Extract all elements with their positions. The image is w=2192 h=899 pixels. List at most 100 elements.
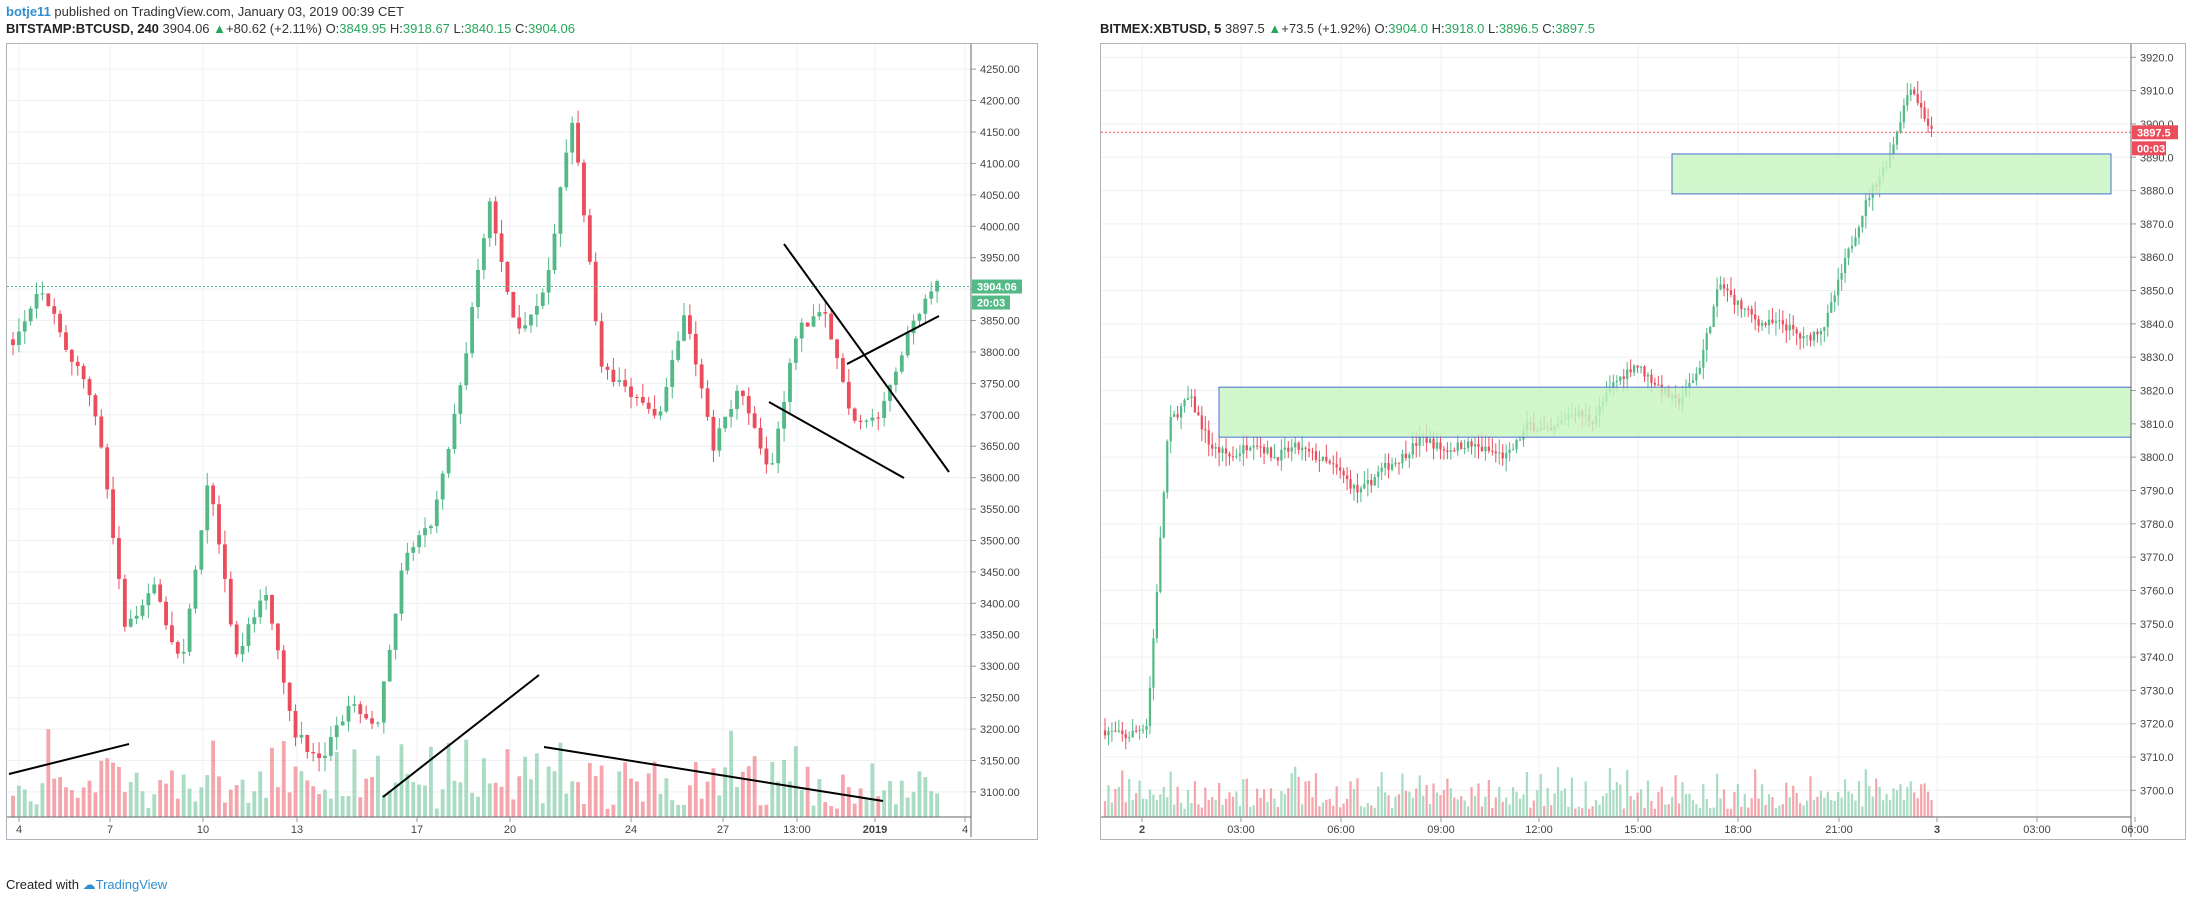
volume-bar (1439, 795, 1442, 817)
volume-bar (1422, 795, 1425, 817)
candle-body (464, 353, 469, 386)
author-name[interactable]: botje11 (6, 4, 51, 19)
right-close: 3897.5 (1555, 21, 1596, 36)
y-tick-label: 3950.00 (980, 253, 1020, 265)
candle-body (1390, 464, 1394, 470)
volume-bar (1805, 800, 1809, 817)
candle-body (1923, 107, 1926, 119)
candle-body (1747, 308, 1750, 310)
candle-body (523, 325, 528, 329)
x-tick-label: 4 (16, 824, 22, 836)
volume-bar (1193, 781, 1197, 817)
candle-body (1197, 412, 1200, 416)
candle-body (558, 187, 563, 234)
candle-body (923, 298, 928, 314)
volume-bar (452, 780, 457, 817)
volume-bar (1909, 781, 1912, 817)
volume-bar (1826, 791, 1829, 817)
candle-body (1760, 323, 1764, 326)
candle-body (1211, 444, 1214, 449)
candle-body (517, 317, 522, 329)
candle-body (1155, 591, 1158, 639)
candle-body (841, 358, 845, 382)
right-chart-panel[interactable]: 3920.0 3910.0 3900.0 3890.0 3880.0 3870.0 3860… (1100, 43, 2186, 840)
candle-body (1902, 105, 1905, 123)
volume-bar (852, 803, 857, 817)
candle-body (1629, 369, 1632, 373)
volume-bar (711, 768, 716, 817)
candle-body (1819, 330, 1822, 335)
volume-bar (1837, 792, 1840, 817)
volume-bar (1792, 785, 1795, 817)
volume-bar (1757, 798, 1760, 817)
volume-bar (1854, 800, 1857, 817)
volume-bar (1228, 792, 1231, 817)
y-tick-label: 4000.00 (980, 221, 1020, 233)
volume-bar (1532, 800, 1535, 817)
trendline (382, 674, 540, 798)
candle-body (1518, 439, 1522, 441)
candle-body (1830, 302, 1833, 313)
volume-bar (664, 778, 669, 817)
volume-bar (635, 781, 639, 817)
volume-bar (158, 780, 163, 817)
volume-bar (1141, 798, 1145, 817)
volume-bar (935, 793, 940, 817)
tradingview-brand[interactable]: TradingView (95, 877, 168, 892)
candle-body (1920, 102, 1923, 108)
candle-body (1356, 484, 1359, 493)
candle-body (1716, 289, 1719, 307)
volume-bar (1570, 777, 1573, 817)
candle-body (11, 339, 15, 346)
volume-bar (1214, 799, 1217, 817)
volume-bar (888, 781, 892, 817)
candle-body (1235, 455, 1238, 457)
volume-bar (1501, 801, 1504, 817)
volume-bar (464, 739, 469, 817)
candle-body (1314, 451, 1318, 460)
candle-body (493, 201, 498, 234)
candle-body (858, 420, 863, 422)
volume-bar (1131, 800, 1134, 817)
volume-bar (1307, 780, 1311, 817)
candle-body (888, 384, 892, 401)
candle-body (423, 528, 427, 536)
candle-body (1321, 456, 1324, 461)
candle-body (228, 578, 233, 625)
volume-bar (1574, 808, 1577, 817)
volume-bar (417, 784, 422, 817)
volume-bar (1840, 797, 1843, 817)
candle-body (1508, 449, 1511, 454)
candle-body (411, 547, 416, 553)
candle-body (164, 601, 168, 626)
right-symbol-legend: BITMEX:XBTUSD, 5 3897.5 ▲+73.5 (+1.92%) … (1100, 21, 1596, 36)
volume-bar (1511, 787, 1515, 817)
y-tick-label: 3500.00 (980, 535, 1020, 547)
volume-bar (1636, 792, 1639, 817)
volume-bar (505, 749, 510, 817)
candle-body (175, 642, 180, 654)
volume-bar (1906, 787, 1909, 817)
candle-body (1757, 319, 1760, 326)
volume-bar (1785, 782, 1788, 817)
candle-body (452, 413, 457, 449)
candle-body (205, 485, 210, 531)
left-chart-panel[interactable]: 4250.00 4200.00 4150.00 4100.00 4050.00 4000.… (6, 43, 1038, 840)
left-chart-svg[interactable]: 4250.00 4200.00 4150.00 4100.00 4050.00 4000.… (7, 44, 1037, 839)
volume-bar (1387, 795, 1390, 817)
candle-body (428, 526, 433, 529)
volume-bar (1736, 784, 1739, 817)
volume-bar (1456, 799, 1459, 817)
tradingview-logo-icon[interactable]: ☁ (82, 877, 96, 892)
candle-body (1868, 197, 1871, 200)
volume-bar (1750, 798, 1753, 817)
volume-bar (1269, 788, 1273, 817)
candle-body (770, 463, 775, 465)
left-last: 3904.06 (162, 21, 210, 36)
volume-bar (281, 741, 286, 817)
right-chart-svg[interactable]: 3920.03910.03900.03890.03880.03870.03860… (1101, 44, 2185, 839)
volume-bar (687, 785, 692, 817)
volume-bar (811, 805, 816, 817)
y-tick-label: 3700.0 (2140, 785, 2174, 797)
volume-bar (58, 777, 63, 817)
